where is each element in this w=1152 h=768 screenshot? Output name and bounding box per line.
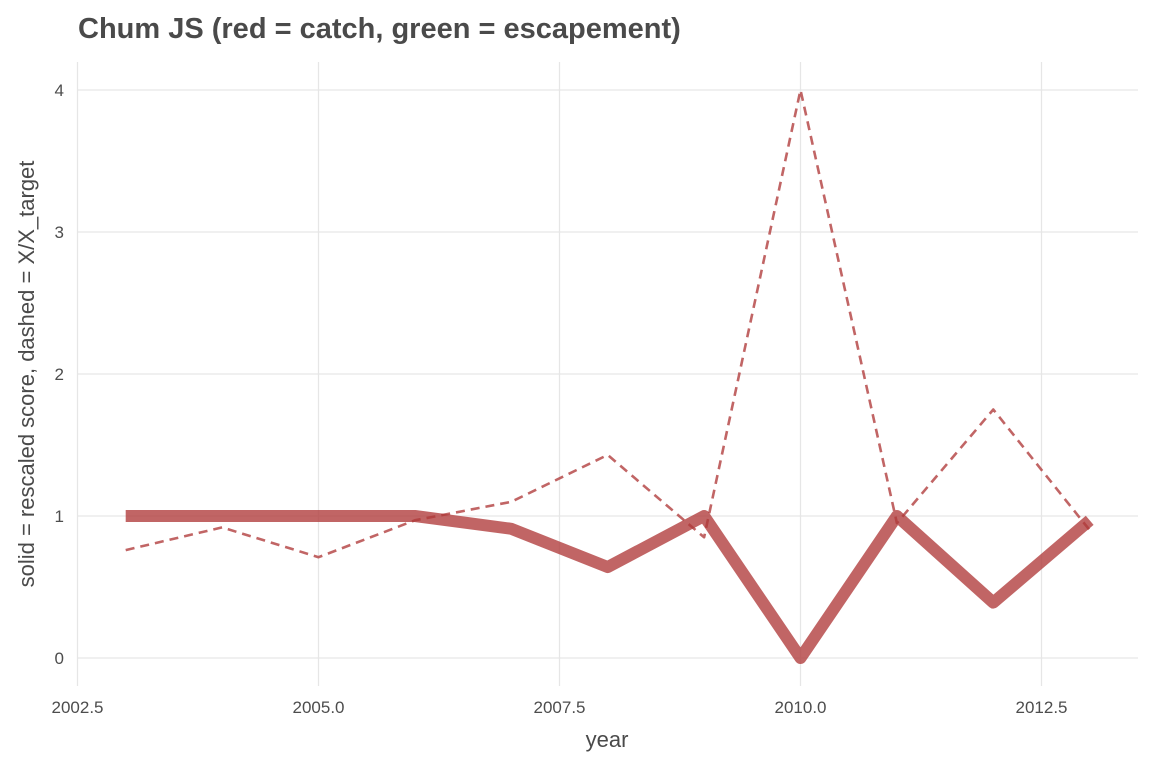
series-solid-line	[125, 510, 1094, 664]
x-tick-label: 2010.0	[775, 698, 827, 717]
y-tick-label: 0	[55, 649, 64, 668]
x-axis-title: year	[586, 727, 629, 752]
y-tick-label: 1	[55, 507, 64, 526]
x-tick-label: 2007.5	[534, 698, 586, 717]
x-tick-label: 2005.0	[293, 698, 345, 717]
x-tick-labels: 2002.5 2005.0 2007.5 2010.0 2012.5	[52, 698, 1068, 717]
x-tick-label: 2012.5	[1016, 698, 1068, 717]
chart-title: Chum JS (red = catch, green = escapement…	[78, 13, 681, 45]
y-tick-label: 3	[55, 223, 64, 242]
y-tick-label: 2	[55, 365, 64, 384]
y-axis-title: solid = rescaled score, dashed = X/X_tar…	[14, 161, 39, 588]
y-tick-label: 4	[55, 81, 64, 100]
y-tick-labels: 0 1 2 3 4	[55, 81, 64, 668]
x-tick-label: 2002.5	[52, 698, 104, 717]
series-group	[125, 88, 1094, 664]
series-dashed-line	[125, 88, 1091, 559]
